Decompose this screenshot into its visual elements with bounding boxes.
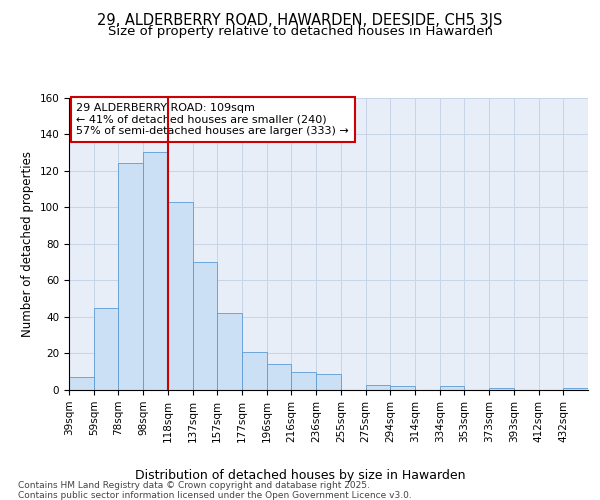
Bar — [390, 386, 415, 390]
Bar — [94, 308, 118, 390]
Bar — [217, 313, 242, 390]
Bar — [69, 377, 94, 390]
Bar — [267, 364, 292, 390]
Bar — [316, 374, 341, 390]
Bar — [563, 388, 588, 390]
Text: Contains HM Land Registry data © Crown copyright and database right 2025.
Contai: Contains HM Land Registry data © Crown c… — [18, 480, 412, 500]
Text: Distribution of detached houses by size in Hawarden: Distribution of detached houses by size … — [135, 470, 465, 482]
Bar — [168, 202, 193, 390]
Bar — [193, 262, 217, 390]
Bar — [489, 388, 514, 390]
Bar — [292, 372, 316, 390]
Text: 29, ALDERBERRY ROAD, HAWARDEN, DEESIDE, CH5 3JS: 29, ALDERBERRY ROAD, HAWARDEN, DEESIDE, … — [97, 12, 503, 28]
Text: Size of property relative to detached houses in Hawarden: Size of property relative to detached ho… — [107, 25, 493, 38]
Bar — [440, 386, 464, 390]
Bar — [143, 152, 168, 390]
Bar — [118, 164, 143, 390]
Bar — [365, 384, 390, 390]
Bar — [242, 352, 267, 390]
Text: 29 ALDERBERRY ROAD: 109sqm
← 41% of detached houses are smaller (240)
57% of sem: 29 ALDERBERRY ROAD: 109sqm ← 41% of deta… — [76, 103, 349, 136]
Y-axis label: Number of detached properties: Number of detached properties — [21, 151, 34, 337]
